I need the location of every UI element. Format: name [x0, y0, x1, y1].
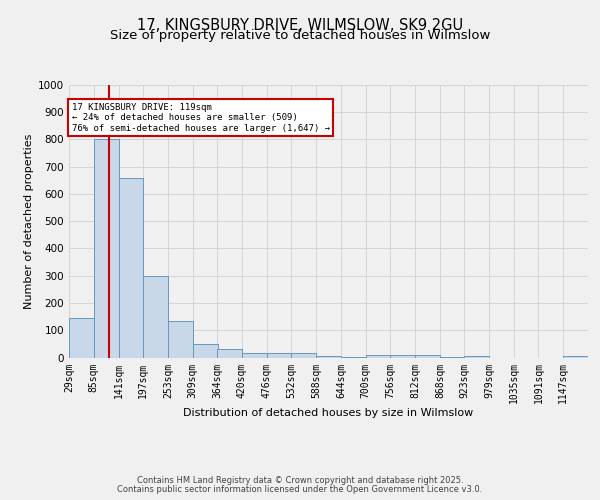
Bar — [266, 352, 292, 358]
Text: Contains HM Land Registry data © Crown copyright and database right 2025.: Contains HM Land Registry data © Crown c… — [137, 476, 463, 485]
X-axis label: Distribution of detached houses by size in Wilmslow: Distribution of detached houses by size … — [184, 408, 473, 418]
Bar — [440, 357, 464, 358]
Bar — [391, 355, 415, 358]
Text: 17 KINGSBURY DRIVE: 119sqm
← 24% of detached houses are smaller (509)
76% of sem: 17 KINGSBURY DRIVE: 119sqm ← 24% of deta… — [71, 102, 329, 132]
Bar — [119, 178, 143, 358]
Text: Contains public sector information licensed under the Open Government Licence v3: Contains public sector information licen… — [118, 485, 482, 494]
Bar — [292, 354, 316, 358]
Bar — [464, 356, 489, 358]
Text: Size of property relative to detached houses in Wilmslow: Size of property relative to detached ho… — [110, 29, 490, 42]
Bar — [69, 318, 94, 358]
Bar — [168, 320, 193, 358]
Bar — [563, 356, 588, 358]
Bar — [143, 276, 168, 357]
Bar — [193, 344, 218, 358]
Bar — [365, 355, 391, 358]
Bar — [94, 140, 119, 358]
Y-axis label: Number of detached properties: Number of detached properties — [24, 134, 34, 309]
Bar — [242, 352, 266, 358]
Bar — [415, 356, 440, 358]
Bar — [341, 357, 365, 358]
Bar — [217, 350, 242, 358]
Bar — [316, 356, 341, 358]
Text: 17, KINGSBURY DRIVE, WILMSLOW, SK9 2GU: 17, KINGSBURY DRIVE, WILMSLOW, SK9 2GU — [137, 18, 463, 32]
